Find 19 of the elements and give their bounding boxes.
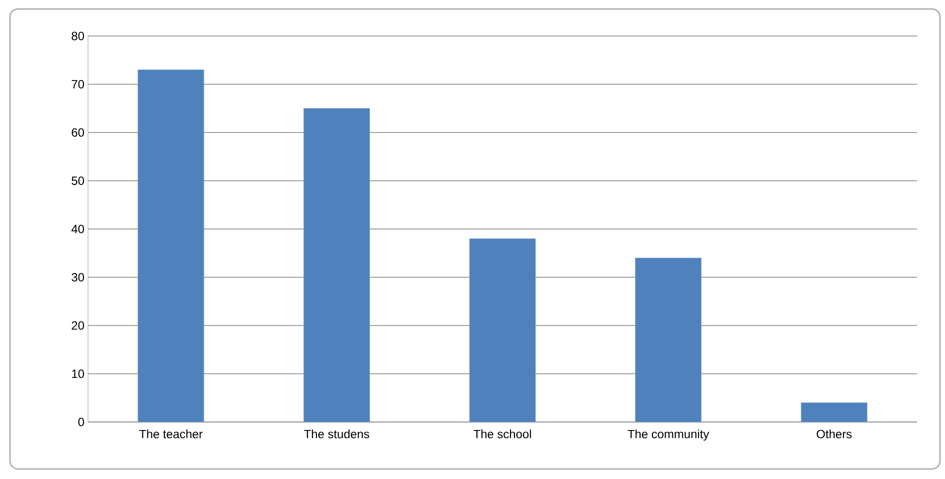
x-tick-label: The teacher bbox=[139, 430, 203, 438]
y-tick-label: 0 bbox=[78, 418, 84, 426]
bar bbox=[304, 108, 370, 422]
x-tick-label: Others bbox=[816, 430, 852, 438]
y-tick-label: 70 bbox=[72, 80, 84, 88]
bar bbox=[800, 402, 868, 422]
y-tick-label: 60 bbox=[72, 128, 84, 137]
x-tick-label: The school bbox=[474, 430, 531, 438]
bar bbox=[138, 70, 204, 422]
y-tick-label: 40 bbox=[71, 224, 84, 234]
y-tick-label: 10 bbox=[72, 370, 84, 378]
bar bbox=[469, 238, 536, 422]
x-tick-label: The studens bbox=[304, 430, 370, 438]
y-tick-label: 20 bbox=[72, 321, 84, 330]
y-tick-label: 80 bbox=[72, 32, 84, 40]
y-tick-label: 50 bbox=[72, 176, 84, 185]
y-tick-label: 30 bbox=[72, 273, 84, 282]
bar bbox=[635, 258, 702, 422]
x-tick-label: The community bbox=[628, 430, 710, 441]
